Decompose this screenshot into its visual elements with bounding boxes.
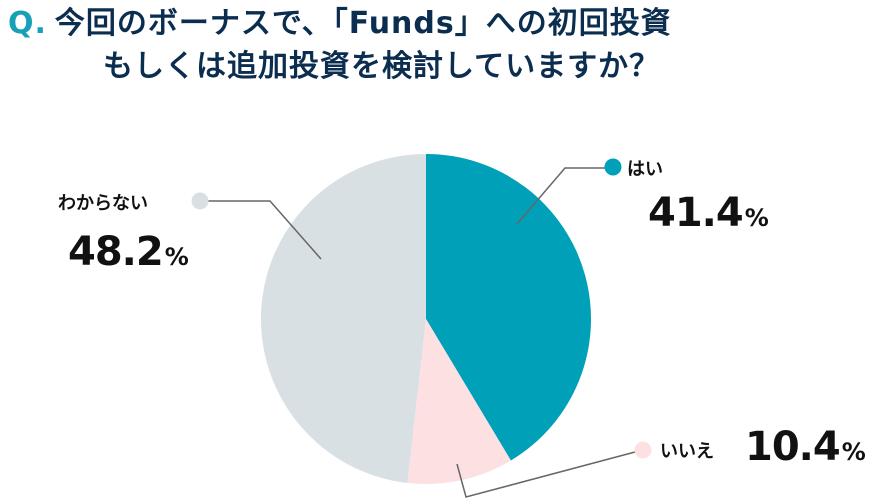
legend-dot-unknown	[191, 192, 209, 210]
label-yes-name: はい	[627, 159, 663, 180]
value-unknown: 48.2	[68, 229, 164, 275]
label-unknown-name: わからない	[58, 193, 148, 214]
unit-yes: %	[744, 204, 769, 232]
question-mark: Q.	[8, 6, 47, 41]
slice-yes	[426, 154, 591, 461]
slice-unknown	[261, 154, 426, 483]
leader-line-unknown	[208, 200, 322, 260]
leader-line-yes	[516, 167, 605, 225]
unit-no: %	[841, 438, 866, 466]
legend-dot-no	[634, 441, 652, 459]
slice-no	[407, 319, 511, 484]
label-unknown-value: 48.2%	[68, 229, 189, 275]
label-no-name: いいえ	[660, 441, 714, 462]
title-line-2: もしくは追加投資を検討していますか？	[103, 49, 661, 84]
value-no: 10.4	[745, 424, 841, 470]
legend-dot-yes	[604, 158, 622, 176]
leader-line-no	[456, 451, 636, 498]
label-yes-value: 41.4%	[648, 190, 769, 236]
value-yes: 41.4	[648, 190, 744, 236]
label-no-value: 10.4%	[745, 424, 866, 470]
unit-unknown: %	[164, 243, 189, 271]
pie-slices	[261, 154, 591, 484]
title-line-1: Q. 今回のボーナスで、「Funds」への初回投資	[8, 2, 672, 46]
title-text-1: 今回のボーナスで、「Funds」への初回投資	[54, 6, 672, 41]
